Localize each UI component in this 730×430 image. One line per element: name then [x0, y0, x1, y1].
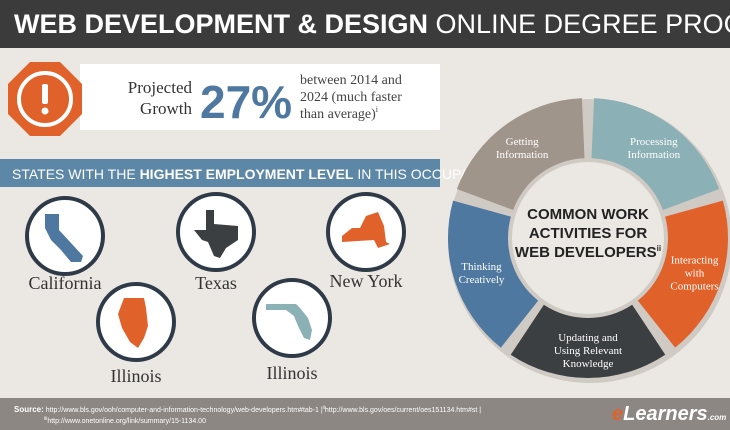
activity-segment — [591, 98, 720, 210]
source-line: iiihttp://www.onetonline.org/link/summar… — [44, 416, 206, 425]
state-shape — [342, 212, 390, 248]
title-bold: WEB DEVELOPMENT & DESIGN — [14, 9, 428, 39]
footnote-ref: ii — [657, 244, 661, 253]
activity-label: Processing — [630, 136, 678, 148]
activity-segment — [456, 98, 585, 210]
growth-label: Projected — [128, 78, 193, 97]
activity-label: Information — [496, 149, 549, 161]
state-label: California — [29, 273, 102, 293]
activity-label: Updating and — [558, 332, 618, 344]
source-line: Source: http://www.bls.gov/ooh/computer-… — [14, 405, 481, 414]
growth-note: 2024 (much faster — [300, 90, 402, 105]
donut-hub — [512, 162, 664, 314]
footnote-ref: ii — [323, 405, 325, 411]
activity-label: Using Relevant — [554, 345, 622, 357]
source-label: Source: — [14, 405, 44, 414]
center-line: WEB DEVELOPERS — [515, 244, 657, 261]
logo-com: .com — [708, 413, 727, 422]
activity-label: Getting — [506, 136, 539, 148]
center-title: COMMON WORK — [527, 206, 649, 223]
header-bar — [0, 0, 730, 48]
growth-note: than average)i — [300, 105, 379, 122]
activity-label: Creatively — [459, 274, 505, 286]
footnote-ref: i — [376, 105, 379, 114]
state-label: New York — [329, 271, 402, 291]
state-shape — [194, 210, 238, 258]
activity-segment — [510, 304, 666, 379]
source-url: http://www.onetonline.org/link/summary/1… — [47, 418, 206, 425]
states-banner — [0, 159, 440, 187]
activity-label: with — [685, 268, 705, 280]
activity-label: Knowledge — [563, 358, 614, 370]
activity-segment — [447, 200, 539, 348]
alert-ring — [17, 71, 73, 127]
center-title: WEB DEVELOPERSii — [515, 244, 661, 261]
heading-part: STATES WITH THE — [12, 166, 136, 182]
center-line: ACTIVITIES FOR — [529, 225, 648, 242]
state-circle — [25, 196, 105, 276]
state-shape — [266, 304, 312, 340]
growth-value: 27% — [200, 76, 292, 128]
state-label: Illinois — [110, 366, 161, 386]
states-heading: STATES WITH THE HIGHEST EMPLOYMENT LEVEL… — [12, 166, 506, 182]
title-rest: ONLINE DEGREE PROGRAMS — [436, 9, 730, 39]
growth-note: between 2014 and — [300, 73, 402, 88]
activity-segment — [637, 200, 728, 348]
state-label: Illinois — [266, 363, 317, 383]
logo-text: Learners — [623, 403, 708, 425]
activity-label: Interacting — [671, 255, 719, 267]
header-title: WEB DEVELOPMENT & DESIGN ONLINE DEGREE P… — [14, 9, 730, 39]
state-circle — [252, 278, 332, 358]
source-url: http://www.bls.gov/oes/current/oes151134… — [325, 407, 481, 414]
growth-note-line: than average) — [300, 107, 376, 122]
logo: eLearners.com — [612, 403, 726, 425]
source-url: http://www.bls.gov/ooh/computer-and-info… — [46, 407, 323, 414]
state-shape — [45, 214, 83, 262]
activity-label: Computers — [670, 281, 718, 293]
logo-e: e — [612, 403, 623, 425]
center-title: ACTIVITIES FOR — [529, 225, 648, 242]
footer-bar — [0, 398, 730, 430]
heading-bold: HIGHEST EMPLOYMENT LEVEL — [140, 166, 354, 182]
growth-box — [80, 64, 440, 130]
state-shape — [118, 298, 148, 348]
alert-bar — [42, 84, 48, 104]
center-line: COMMON WORK — [527, 206, 649, 223]
state-label: Texas — [195, 273, 237, 293]
growth-label: Growth — [140, 99, 192, 118]
activity-label: Information — [628, 149, 681, 161]
alert-dot — [41, 107, 49, 115]
footnote-ref: iii — [44, 416, 47, 422]
activity-label: Thinking — [461, 261, 502, 273]
